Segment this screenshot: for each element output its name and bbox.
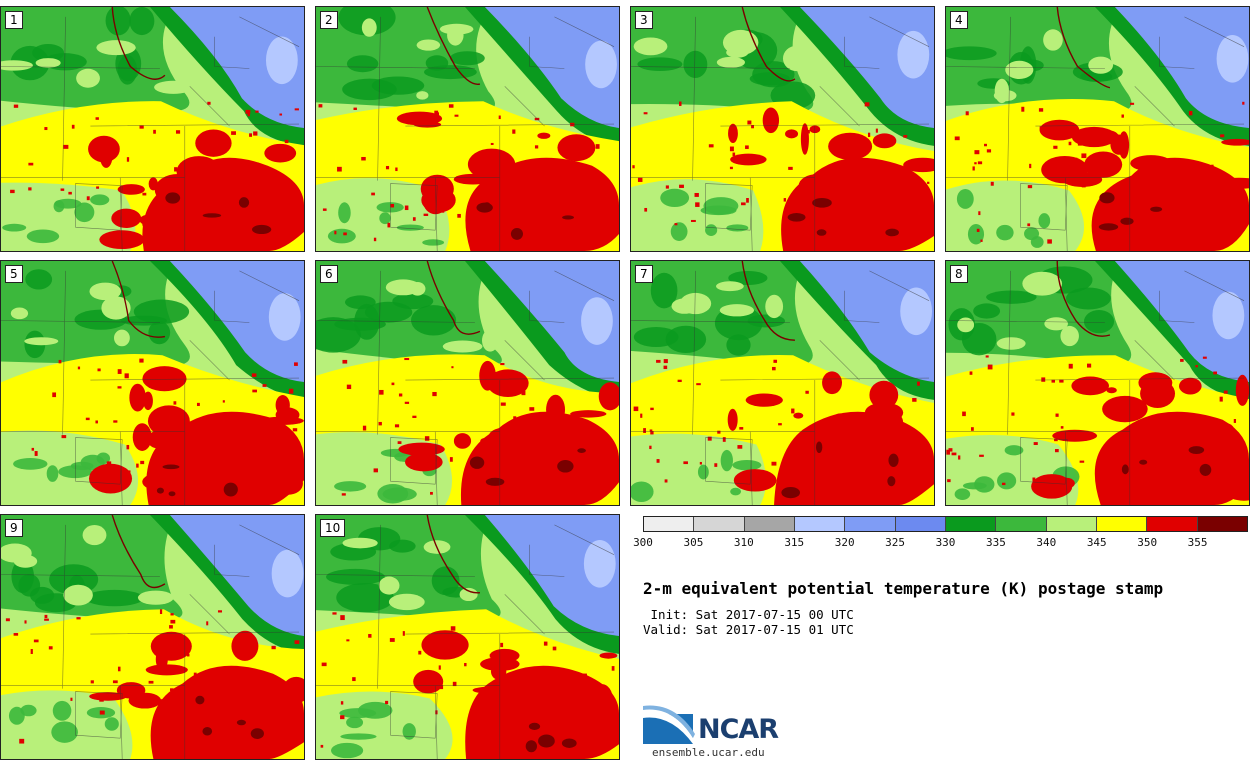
- panel-number: 9: [5, 519, 23, 537]
- colorbar-segment: [744, 517, 795, 531]
- equivalent-potential-temperature-field: [316, 515, 619, 759]
- colorbar-segment: [996, 517, 1047, 531]
- map-panel-1: 1: [0, 6, 305, 252]
- colorbar-segment: [1197, 517, 1247, 531]
- panel-number: 5: [5, 265, 23, 283]
- equivalent-potential-temperature-field: [946, 7, 1249, 251]
- colorbar-tick-label: 335: [985, 536, 1006, 549]
- colorbar-tick-label: 315: [784, 536, 805, 549]
- equivalent-potential-temperature-field: [946, 261, 1249, 505]
- colorbar-segment: [794, 517, 846, 531]
- panel-number: 3: [635, 11, 653, 29]
- colorbar-tick-label: 305: [683, 536, 704, 549]
- colorbar-segment: [1096, 517, 1148, 531]
- equivalent-potential-temperature-field: [1, 515, 304, 759]
- panel-number: 2: [320, 11, 338, 29]
- panel-number: 7: [635, 265, 653, 283]
- panel-number: 8: [950, 265, 968, 283]
- colorbar-segment: [694, 517, 745, 531]
- map-panel-4: 4: [945, 6, 1250, 252]
- colorbar-tick-label: 330: [935, 536, 956, 549]
- equivalent-potential-temperature-field: [316, 261, 619, 505]
- colorbar-segment: [1046, 517, 1097, 531]
- map-panel-10: 10: [315, 514, 620, 760]
- panel-number: 6: [320, 265, 338, 283]
- colorbar-tick-label: 325: [885, 536, 906, 549]
- equivalent-potential-temperature-field: [316, 7, 619, 251]
- colorbar-tick-label: 300: [633, 536, 653, 549]
- colorbar-tick-label: 310: [733, 536, 754, 549]
- colorbar-tick-label: 350: [1137, 536, 1158, 549]
- map-panel-5: 5: [0, 260, 305, 506]
- colorbar: [643, 516, 1248, 532]
- map-panel-6: 6: [315, 260, 620, 506]
- colorbar-segment: [945, 517, 997, 531]
- map-panel-9: 9: [0, 514, 305, 760]
- colorbar-segment: [1147, 517, 1198, 531]
- colorbar-tick-label: 320: [834, 536, 855, 549]
- equivalent-potential-temperature-field: [631, 261, 934, 505]
- panel-number: 10: [320, 519, 346, 537]
- equivalent-potential-temperature-field: [631, 7, 934, 251]
- equivalent-potential-temperature-field: [1, 261, 304, 505]
- valid-time: Valid: Sat 2017-07-15 01 UTC: [643, 622, 854, 637]
- map-panel-3: 3: [630, 6, 935, 252]
- logo-name: NCAR: [698, 714, 779, 745]
- init-time: Init: Sat 2017-07-15 00 UTC: [643, 607, 854, 622]
- colorbar-ticks: 300 305 310 315 320 325 330 335 340 345 350 355: [633, 536, 1248, 550]
- chart-title: 2-m equivalent potential temperature (K)…: [643, 579, 1164, 598]
- map-panel-8: 8: [945, 260, 1250, 506]
- panel-number: 4: [950, 11, 968, 29]
- ncar-logo-icon: [643, 705, 695, 744]
- logo-url: ensemble.ucar.edu: [652, 746, 765, 759]
- colorbar-segment: [895, 517, 946, 531]
- panel-number: 1: [5, 11, 23, 29]
- colorbar-segment: [845, 517, 896, 531]
- colorbar-tick-label: 340: [1036, 536, 1057, 549]
- map-panel-7: 7: [630, 260, 935, 506]
- equivalent-potential-temperature-field: [1, 7, 304, 251]
- colorbar-tick-label: 355: [1187, 536, 1208, 549]
- colorbar-segment: [644, 517, 695, 531]
- colorbar-tick-label: 345: [1086, 536, 1107, 549]
- map-panel-2: 2: [315, 6, 620, 252]
